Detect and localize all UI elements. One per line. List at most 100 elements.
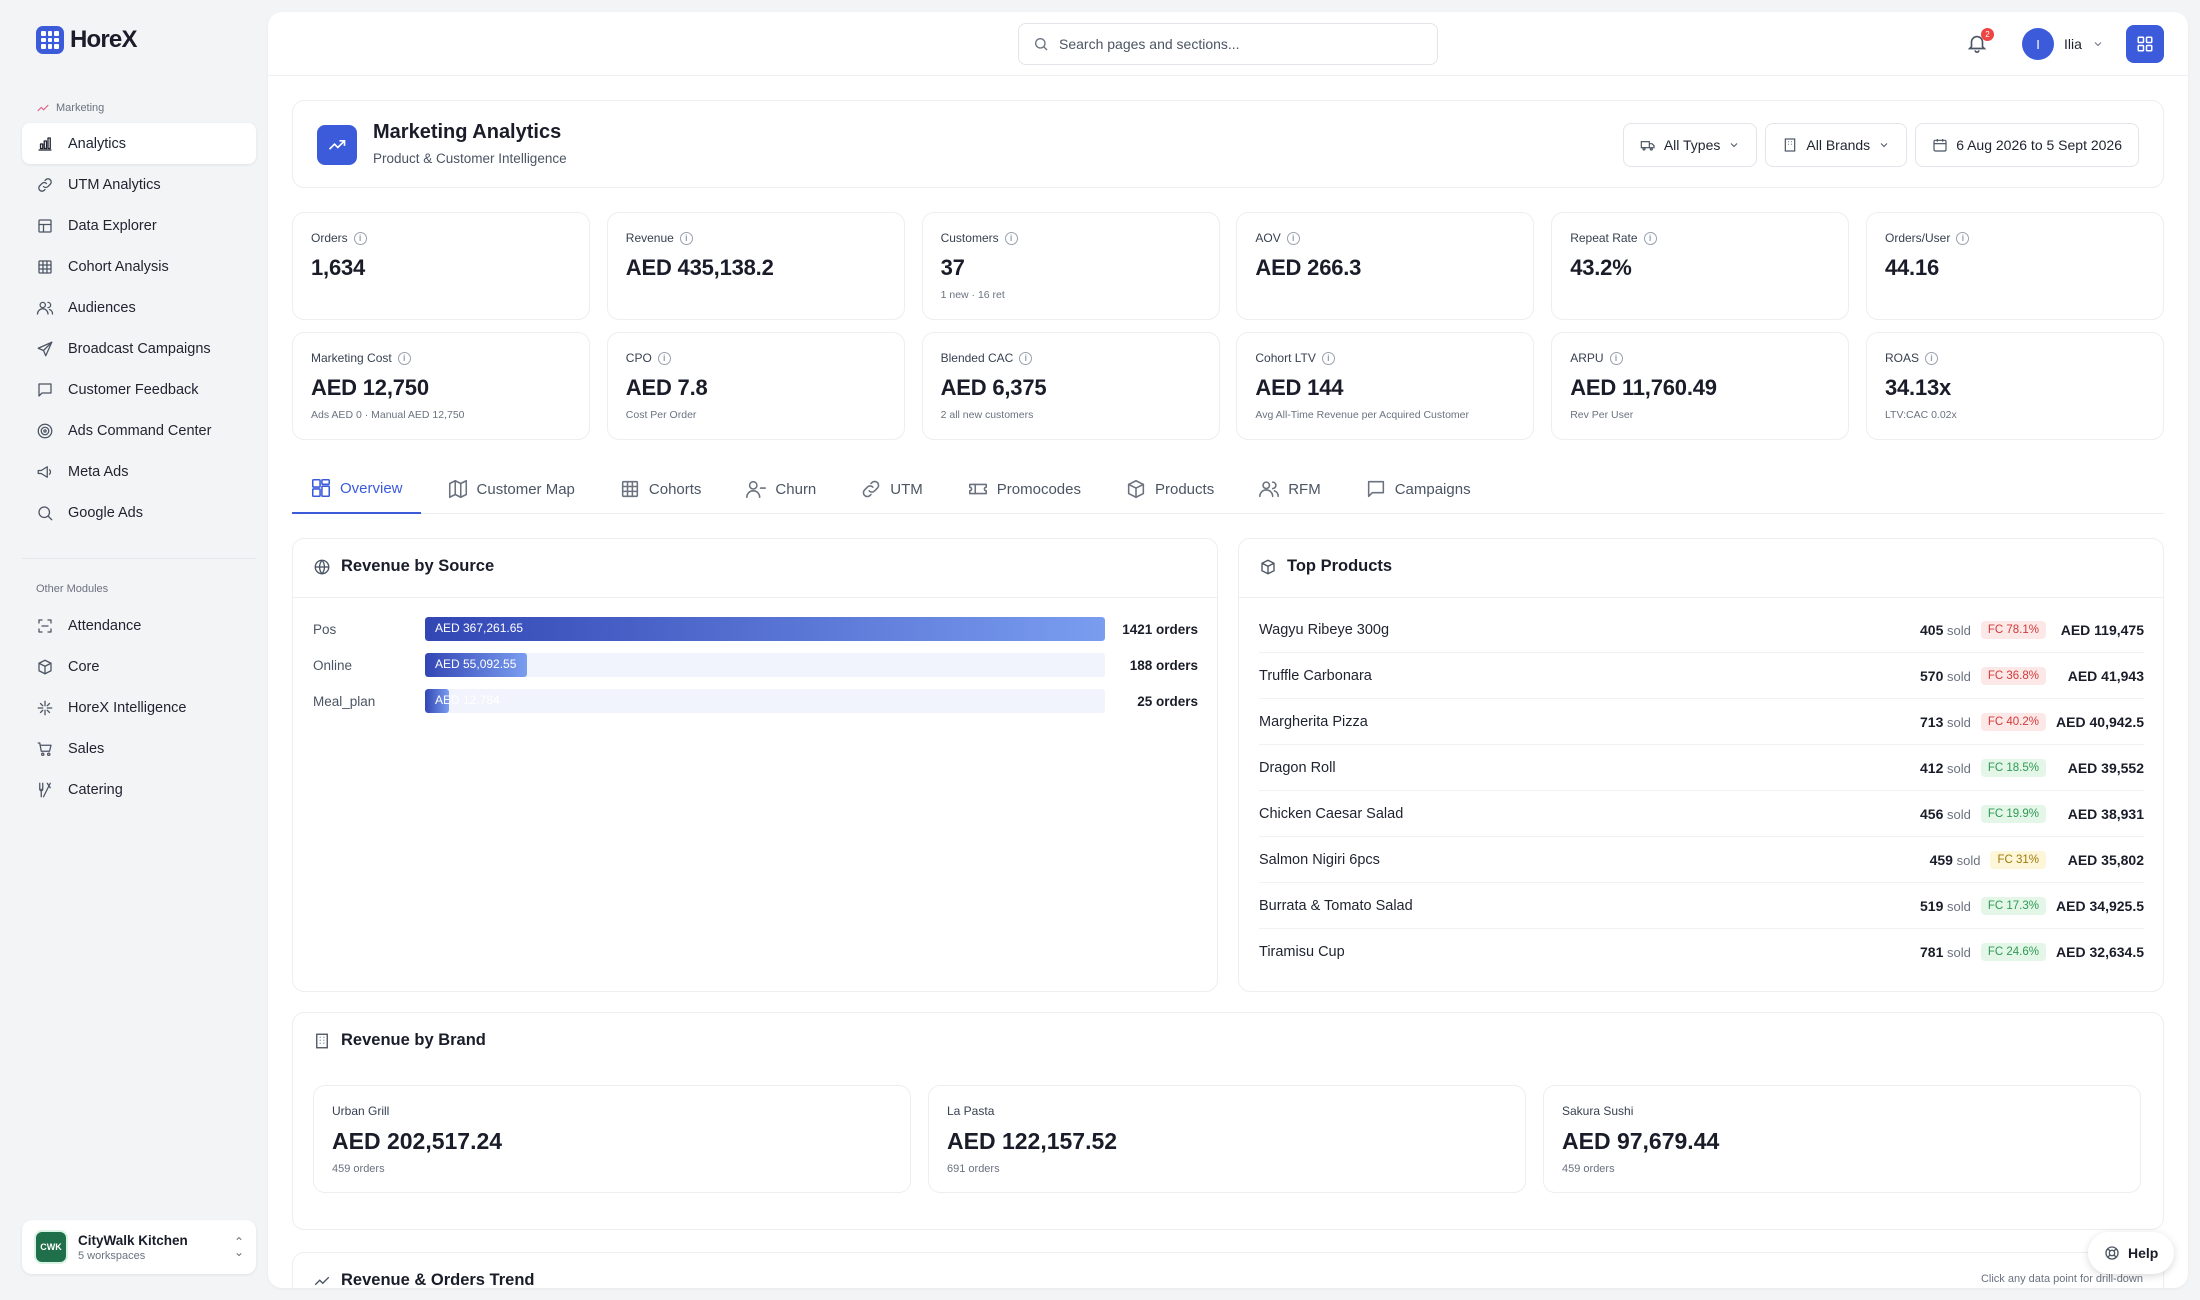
tab-promocodes[interactable]: Promocodes — [949, 464, 1099, 514]
source-name: Pos — [313, 621, 337, 637]
brand-filter[interactable]: All Brands — [1765, 123, 1908, 167]
source-bar[interactable] — [425, 689, 449, 713]
tab-bar: Overview Customer Map Cohorts Churn UTM Promo… — [292, 464, 2164, 514]
info-icon[interactable]: i — [1321, 351, 1335, 365]
product-row[interactable]: Burrata & Tomato Salad 519 sold FC 17.3% AE… — [1259, 883, 2144, 929]
product-revenue: AED 35,802 — [2067, 851, 2144, 868]
sidebar-item-ads-command-center[interactable]: Ads Command Center — [22, 410, 256, 451]
product-row[interactable]: Truffle Carbonara 570 sold FC 36.8% AED 41,… — [1259, 653, 2144, 699]
brand-orders: 459 orders — [332, 1163, 385, 1175]
tab-campaigns[interactable]: Campaigns — [1347, 464, 1489, 514]
tab-rfm[interactable]: RFM — [1240, 464, 1339, 514]
info-icon[interactable]: i — [1925, 351, 1938, 365]
tab-cohorts[interactable]: Cohorts — [601, 464, 720, 514]
info-icon[interactable]: i — [1019, 351, 1033, 365]
content: Marketing Analytics Product & Customer I… — [292, 100, 2164, 1288]
apps-grid-icon — [2137, 36, 2153, 52]
search-box[interactable] — [1018, 23, 1438, 65]
trend-icon — [37, 104, 49, 112]
sidebar-item-core[interactable]: Core — [22, 646, 256, 687]
utensils-icon — [39, 782, 51, 797]
user-menu[interactable]: I Ilia — [2022, 28, 2104, 60]
info-icon[interactable]: i — [1643, 231, 1657, 245]
source-value: AED 55,092.55 — [435, 657, 517, 671]
tab-overview[interactable]: Overview — [292, 464, 421, 514]
kpi-label-row: Orders/User i — [1885, 231, 2145, 245]
link-icon — [38, 177, 52, 192]
brand-revenue-card[interactable]: Urban Grill AED 202,517.24 459 orders — [313, 1085, 911, 1193]
search-input[interactable] — [1059, 36, 1419, 52]
kpi-label-row: ROAS i — [1885, 351, 2145, 365]
sidebar-item-utm-analytics[interactable]: UTM Analytics — [22, 164, 256, 205]
sidebar-item-horex-intelligence[interactable]: HoreX Intelligence — [22, 687, 256, 728]
info-icon[interactable]: i — [1609, 351, 1623, 365]
brand-logo[interactable]: HoreX — [36, 26, 137, 54]
help-button[interactable]: Help — [2088, 1232, 2175, 1274]
cube-icon — [38, 659, 52, 674]
kpi-subtext: 2 all new customers — [940, 409, 1034, 421]
tab-customer-map[interactable]: Customer Map — [429, 464, 593, 514]
sidebar-item-audiences[interactable]: Audiences — [22, 287, 256, 328]
sidebar-item-cohort-analysis[interactable]: Cohort Analysis — [22, 246, 256, 287]
chevron-down-icon — [2094, 42, 2102, 47]
type-filter[interactable]: All Types — [1622, 123, 1758, 167]
drill-down-hint: Click any data point for drill-down — [1980, 1273, 2143, 1285]
info-icon[interactable]: i — [679, 231, 693, 245]
sidebar-item-attendance[interactable]: Attendance — [22, 605, 256, 646]
source-orders: 188 orders — [1129, 657, 1198, 673]
notifications-button[interactable]: 2 — [1966, 28, 1994, 56]
sidebar-item-meta-ads[interactable]: Meta Ads — [22, 451, 256, 492]
tab-products[interactable]: Products — [1107, 464, 1232, 514]
nav-list-marketing: Analytics UTM Analytics Data Explorer Cohor… — [22, 123, 256, 533]
brand-revenue: AED 122,157.52 — [947, 1128, 1118, 1154]
source-bar[interactable] — [425, 617, 1105, 641]
info-icon[interactable]: i — [353, 231, 367, 245]
product-row[interactable]: Dragon Roll 412 sold FC 18.5% AED 39,552 — [1259, 745, 2144, 791]
brand-revenue-card[interactable]: Sakura Sushi AED 97,679.44 459 orders — [1543, 1085, 2141, 1193]
product-row[interactable]: Salmon Nigiri 6pcs 459 sold FC 31% AED 35,8… — [1259, 837, 2144, 883]
source-bar[interactable] — [425, 653, 527, 677]
topbar: 2 I Ilia — [268, 12, 2188, 76]
product-row[interactable]: Chicken Caesar Salad 456 sold FC 19.9% AED … — [1259, 791, 2144, 837]
kpi-value: AED 6,375 — [940, 375, 1047, 400]
product-stats: 412 sold FC 18.5% AED 39,552 — [1920, 758, 2144, 777]
product-name: Dragon Roll — [1259, 759, 1336, 776]
kpi-card: AOV i AED 266.3 — [1236, 212, 1535, 320]
date-range-filter[interactable]: 6 Aug 2026 to 5 Sept 2026 — [1915, 123, 2139, 167]
product-name: Salmon Nigiri 6pcs — [1259, 851, 1380, 868]
tab-label: RFM — [1288, 480, 1321, 498]
page-subtitle: Product & Customer Intelligence — [373, 151, 567, 166]
sidebar-item-sales[interactable]: Sales — [22, 728, 256, 769]
tab-churn[interactable]: Churn — [727, 464, 834, 514]
brand-revenue-card[interactable]: La Pasta AED 122,157.52 691 orders — [928, 1085, 1526, 1193]
sidebar-item-broadcast-campaigns[interactable]: Broadcast Campaigns — [22, 328, 256, 369]
food-cost-badge: FC 78.1% — [1980, 620, 2046, 639]
product-row[interactable]: Wagyu Ribeye 300g 405 sold FC 78.1% AED 119… — [1259, 607, 2144, 653]
info-icon[interactable]: i — [1286, 231, 1300, 245]
sidebar-item-label: Customer Feedback — [68, 381, 199, 398]
kpi-subtext: Cost Per Order — [625, 409, 697, 421]
chevron-down-icon — [1731, 143, 1738, 148]
sidebar-item-label: Ads Command Center — [68, 422, 212, 439]
kpi-value: AED 266.3 — [1255, 255, 1362, 280]
info-icon[interactable]: i — [1004, 231, 1018, 245]
info-icon[interactable]: i — [1956, 231, 1970, 245]
kpi-card: Orders i 1,634 — [292, 212, 590, 320]
tab-utm[interactable]: UTM — [842, 464, 941, 514]
product-row[interactable]: Margherita Pizza 713 sold FC 40.2% AED 40,9… — [1259, 699, 2144, 745]
sidebar-item-google-ads[interactable]: Google Ads — [22, 492, 256, 533]
sidebar-item-analytics[interactable]: Analytics — [22, 123, 256, 164]
kpi-subtext: LTV:CAC 0.02x — [1884, 409, 1957, 421]
kpi-card: Cohort LTV i AED 144 Avg All-Time Revenue p… — [1236, 332, 1535, 440]
kpi-card: Customers i 37 1 new · 16 ret — [921, 212, 1220, 320]
info-icon[interactable]: i — [397, 351, 411, 365]
sidebar-item-data-explorer[interactable]: Data Explorer — [22, 205, 256, 246]
kpi-label: AOV — [1255, 231, 1281, 245]
kpi-card: Blended CAC i AED 6,375 2 all new customers — [921, 332, 1220, 440]
apps-button[interactable] — [2126, 25, 2164, 63]
workspace-switcher[interactable]: CWK CityWalk Kitchen 5 workspaces ⌃ ⌄ — [22, 1220, 256, 1274]
sidebar-item-catering[interactable]: Catering — [22, 769, 256, 810]
info-icon[interactable]: i — [657, 351, 671, 365]
sidebar-item-customer-feedback[interactable]: Customer Feedback — [22, 369, 256, 410]
product-row[interactable]: Tiramisu Cup 781 sold FC 24.6% AED 32,634.5 — [1259, 929, 2144, 975]
